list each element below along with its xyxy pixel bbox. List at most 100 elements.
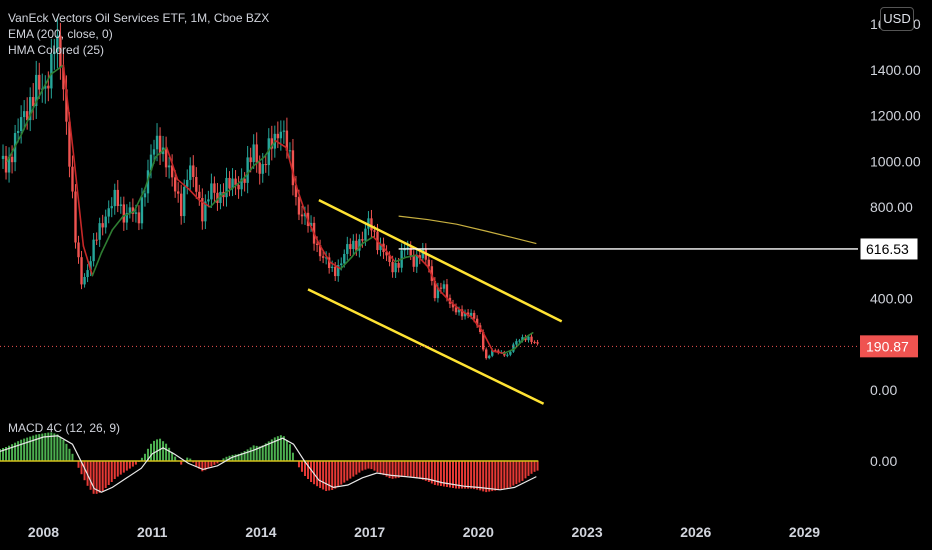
candle-body [524,337,527,341]
macd-histogram-bar [430,461,433,484]
ema-indicator-label[interactable]: EMA (200, close, 0) [8,27,113,41]
hma-indicator-label[interactable]: HMA Colored (25) [8,43,105,57]
hma-segment [263,139,277,158]
macd-histogram-bar [427,461,430,482]
macd-histogram-bar [41,433,44,461]
hma-segment [111,215,125,231]
macd-histogram-bar [249,447,252,461]
candle-body [433,280,437,299]
x-tick-label: 2011 [137,524,168,540]
macd-histogram-bar [258,446,261,461]
hma-segment [73,160,85,247]
macd-histogram-bar [376,461,379,473]
candle-body [131,207,135,214]
candle-body [167,165,171,168]
macd-indicator-label[interactable]: MACD 4C (12, 26, 9) [8,421,121,435]
hma-segment [448,299,462,311]
candle-body [201,197,204,222]
candle-body [228,177,231,189]
macd-histogram-bar [313,461,316,485]
candle-body [176,191,180,194]
macd-histogram-bar [461,461,464,489]
symbol-title[interactable]: VanEck Vectors Oil Services ETF, 1M, Cbo… [8,11,270,25]
y-tick-label: 800.00 [870,199,913,215]
hma-segment [20,100,38,135]
candle-body [22,111,26,118]
candle-body [285,130,289,151]
macd-histogram-bar [530,461,533,474]
macd-histogram-bar [346,461,349,481]
candle-body [249,157,252,163]
hma-segment [350,242,364,259]
macd-histogram-bar [300,461,303,472]
macd-histogram-bar [198,461,201,469]
macd-histogram-bar [436,461,439,486]
macd-histogram-bar [92,461,95,494]
candle-body [349,244,352,250]
candle-body [288,150,292,152]
macd-histogram-bar [216,461,219,464]
candle-body [77,242,80,258]
macd-histogram-bar [23,438,26,461]
macd-histogram-bar [307,461,310,479]
hma-segment [492,350,505,355]
macd-histogram-bar [119,461,122,475]
macd-histogram-bar [288,444,291,461]
hma-segment [318,242,331,263]
hma-segment [209,194,222,208]
candle-body [246,157,249,183]
candle-body [261,164,264,174]
candle-body [472,312,476,319]
macd-histogram-bar [264,443,267,461]
macd-histogram-bar [455,461,458,489]
macd-histogram-bar [367,461,370,469]
hma-segment [372,235,385,249]
candle-body [358,239,361,251]
candle-body [436,287,440,299]
candle-body [28,97,32,121]
candle-body [521,337,524,341]
hma-segment [383,247,396,263]
axes: 0.00200.00400.00600.00800.001000.001200.… [28,16,921,540]
x-tick-label: 2029 [789,524,820,540]
currency-button[interactable]: USD [880,7,914,31]
macd-histogram-bar [192,461,195,463]
hma-segment [165,146,179,181]
macd-histogram-bar [110,461,113,482]
macd-histogram-bar [2,448,5,461]
macd-histogram-bar [279,435,282,461]
macd-pane [0,432,539,494]
macd-histogram-bar [95,461,98,494]
macd-histogram-bar [270,439,273,461]
candle-body [343,253,346,264]
macd-histogram-bar [83,461,86,481]
macd-histogram-bar [240,452,243,461]
macd-histogram-bar [494,461,497,491]
candle-body [412,255,415,267]
candle-body [494,350,497,352]
price-badge-bg [859,237,919,261]
candle-body [71,166,74,192]
hma-segment [198,199,211,208]
y-tick-label: 1200.00 [870,108,921,124]
macd-histogram-bar [448,461,451,488]
macd-histogram-bar [442,461,445,487]
candle-body [355,240,358,251]
macd-histogram-bar [518,461,521,483]
hma-segment [285,146,298,190]
macd-histogram-bar [71,453,74,461]
macd-histogram-bar [331,461,334,490]
candle-body [397,263,400,268]
macd-histogram-bar [352,461,355,477]
macd-histogram-bar [246,449,249,461]
macd-histogram-bar [467,461,470,489]
macd-histogram-bar [391,461,394,479]
macd-histogram-bar [11,444,14,461]
macd-histogram-bar [225,456,228,461]
macd-histogram-bar [497,461,500,491]
hma-segment [144,155,157,190]
candle-body [270,138,273,149]
macd-histogram-bar [165,443,168,461]
candle-body [86,270,89,278]
